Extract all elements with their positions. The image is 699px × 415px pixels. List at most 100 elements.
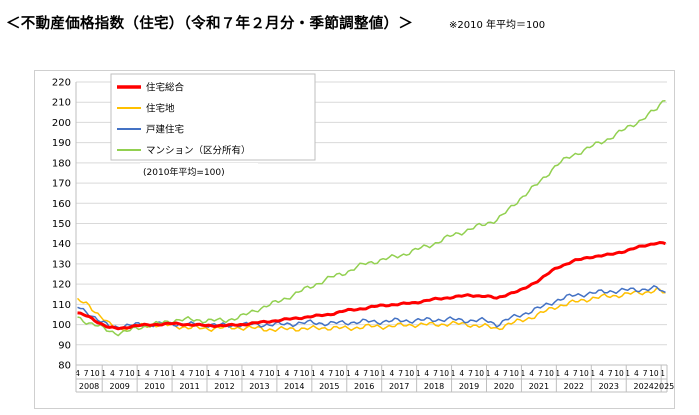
year-label: 2025 <box>654 382 674 391</box>
chart-frame: 80 90 100 110 120 130 140 150 160 170 180 190 200 210… <box>34 70 675 409</box>
year-label: 2016 <box>354 382 374 391</box>
month-tick-label: 10 <box>370 369 380 378</box>
inner-note-group: (2010年平均=100) <box>140 163 258 180</box>
legend-label: マンション（区分所有） <box>146 145 251 157</box>
month-tick-label: 7 <box>643 369 648 378</box>
y-tick-label: 130 <box>52 259 71 270</box>
month-tick-label: 1 <box>136 369 141 378</box>
y-tick-label: 190 <box>52 138 71 149</box>
month-tick-label: 4 <box>250 369 255 378</box>
month-tick-label: 7 <box>224 369 229 378</box>
month-tick-label: 4 <box>320 369 325 378</box>
month-tick-label: 7 <box>363 369 368 378</box>
month-tick-label: 7 <box>328 369 333 378</box>
year-label: 2013 <box>249 382 269 391</box>
year-label: 2024 <box>634 382 654 391</box>
y-tick-label: 140 <box>52 239 71 250</box>
year-label: 2018 <box>424 382 444 391</box>
month-tick-label: 10 <box>440 369 450 378</box>
month-tick-label: 4 <box>529 369 534 378</box>
month-tick-label: 7 <box>433 369 438 378</box>
year-label: 2015 <box>319 382 339 391</box>
month-tick-label: 7 <box>258 369 263 378</box>
month-tick-label: 4 <box>459 369 464 378</box>
month-tick-label: 4 <box>599 369 604 378</box>
month-tick-label: 7 <box>538 369 543 378</box>
month-tick-label: 10 <box>544 369 554 378</box>
month-tick-label: 7 <box>503 369 508 378</box>
y-tick-label: 220 <box>52 78 71 89</box>
y-tick-label: 160 <box>52 199 71 210</box>
month-tick-label: 1 <box>451 369 456 378</box>
y-axis: 80 90 100 110 120 130 140 150 160 170 180 190 200 210… <box>52 78 667 372</box>
month-tick-label: 7 <box>573 369 578 378</box>
month-tick-label: 4 <box>634 369 639 378</box>
month-tick-label: 1 <box>660 369 665 378</box>
year-label: 2011 <box>179 382 199 391</box>
inner-note: (2010年平均=100) <box>143 166 225 178</box>
year-label: 2019 <box>459 382 479 391</box>
y-tick-label: 90 <box>58 340 71 351</box>
month-tick-label: 1 <box>625 369 630 378</box>
month-tick-label: 4 <box>180 369 185 378</box>
y-tick-label: 80 <box>58 361 71 372</box>
series-line-2 <box>77 285 666 330</box>
month-tick-label: 1 <box>590 369 595 378</box>
page-title: ＜不動産価格指数（住宅）（令和７年２月分・季節調整値）＞ <box>6 16 414 32</box>
month-tick-label: 4 <box>494 369 499 378</box>
month-tick-label: 4 <box>145 369 150 378</box>
y-tick-label: 210 <box>52 98 71 109</box>
month-tick-label: 1 <box>520 369 525 378</box>
month-tick-label: 4 <box>75 369 80 378</box>
base-note: ※2010 年平均＝100 <box>449 20 546 31</box>
year-label: 2008 <box>79 382 99 391</box>
x-axis: 4 7 10 1 4 7 10 1 4 7 10 1 4 7 10 1 4 7 10 1 4 7 10 1 4 7 10 1 4 7 10 1… <box>75 365 674 393</box>
month-tick-label: 7 <box>468 369 473 378</box>
year-label: 2021 <box>529 382 549 391</box>
month-tick-label: 1 <box>486 369 491 378</box>
month-tick-label: 10 <box>405 369 415 378</box>
month-tick-label: 7 <box>84 369 89 378</box>
month-tick-label: 1 <box>171 369 176 378</box>
y-tick-label: 180 <box>52 158 71 169</box>
month-tick-label: 10 <box>509 369 519 378</box>
series-lines <box>76 99 666 337</box>
month-tick-label: 4 <box>355 369 360 378</box>
month-tick-label: 10 <box>195 369 205 378</box>
month-tick-label: 4 <box>424 369 429 378</box>
legend-label: 戸建住宅 <box>146 124 184 136</box>
month-tick-label: 10 <box>230 369 240 378</box>
month-tick-label: 1 <box>276 369 281 378</box>
month-tick-label: 7 <box>293 369 298 378</box>
y-tick-label: 120 <box>52 280 71 291</box>
series-line-0 <box>77 241 666 331</box>
month-tick-label: 7 <box>154 369 159 378</box>
y-tick-label: 100 <box>52 320 71 331</box>
y-tick-label: 170 <box>52 179 71 190</box>
y-tick-label: 150 <box>52 219 71 230</box>
year-label: 2009 <box>109 382 129 391</box>
month-tick-label: 1 <box>555 369 560 378</box>
year-label: 2022 <box>564 382 584 391</box>
price-index-chart: 8090100110120130140150160170180190200210… <box>52 73 674 393</box>
month-tick-label: 10 <box>614 369 624 378</box>
month-tick-label: 10 <box>300 369 310 378</box>
month-tick-label: 10 <box>335 369 345 378</box>
series-line-3 <box>77 99 666 337</box>
month-tick-label: 10 <box>90 369 100 378</box>
year-label: 2023 <box>599 382 619 391</box>
month-tick-label: 1 <box>416 369 421 378</box>
legend-label: 住宅総合 <box>146 82 185 94</box>
year-label: 2012 <box>214 382 234 391</box>
legend-box <box>110 73 316 161</box>
y-tick-label: 200 <box>52 118 71 129</box>
month-tick-label: 1 <box>241 369 246 378</box>
month-tick-label: 4 <box>110 369 115 378</box>
month-tick-label: 7 <box>608 369 613 378</box>
month-tick-label: 10 <box>649 369 659 378</box>
month-tick-label: 4 <box>389 369 394 378</box>
month-tick-label: 4 <box>564 369 569 378</box>
year-label: 2014 <box>284 382 304 391</box>
month-tick-label: 4 <box>285 369 290 378</box>
